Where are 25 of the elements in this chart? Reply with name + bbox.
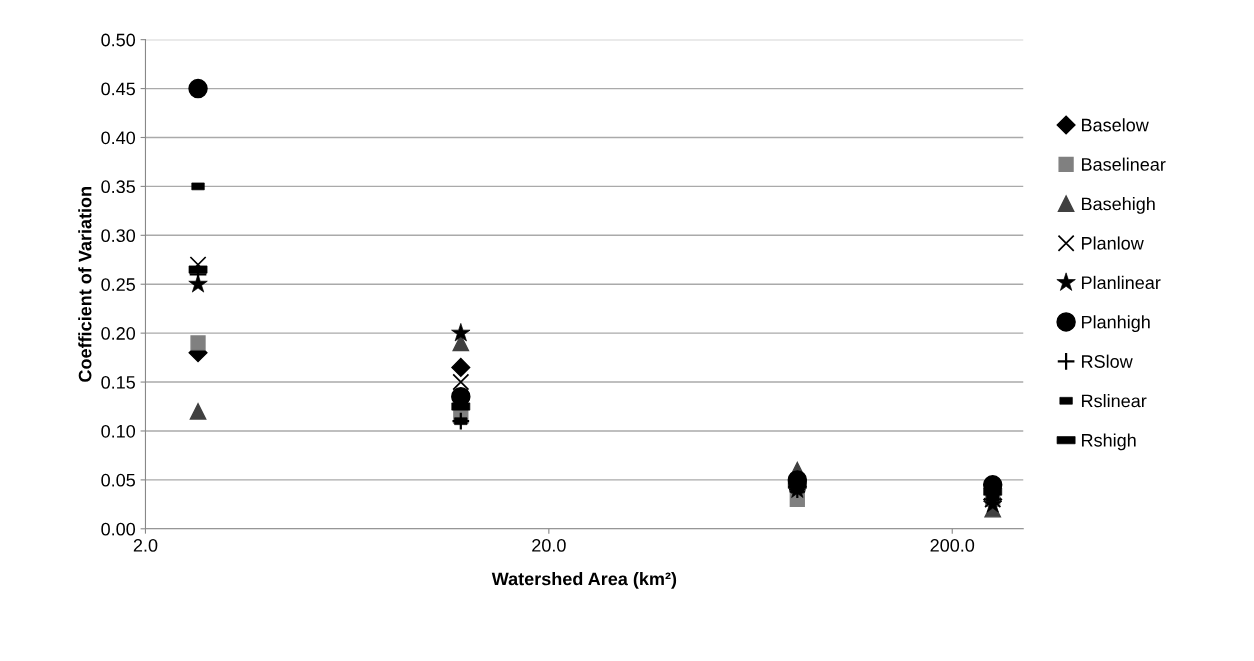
legend-label: Rslinear: [1082, 394, 1147, 408]
y-tick-label: 0.10: [101, 424, 136, 438]
x-tick-label: 20.0: [532, 539, 566, 552]
y-tick-label: 0.20: [101, 327, 136, 340]
legend-label: Baselow: [1082, 118, 1149, 132]
y-tick-label: 0.45: [101, 82, 135, 96]
y-tick-label: 0.35: [101, 180, 135, 194]
x-axis-title: Watershed Area (km²): [491, 572, 677, 589]
y-tick-label: 0.30: [101, 229, 136, 243]
x-tick-label: 200.0: [930, 539, 975, 552]
y-tick-label: 0.50: [101, 33, 136, 47]
legend-label: Rshigh: [1082, 433, 1136, 451]
legend-label: Planlinear: [1082, 275, 1161, 290]
legend-label: RSlow: [1082, 354, 1133, 368]
legend-label: Baselinear: [1082, 157, 1166, 171]
y-tick-label: 0.15: [101, 375, 135, 389]
y-tick-label: 0.40: [101, 131, 136, 145]
y-tick-label: 0.00: [101, 522, 136, 536]
y-axis-title: Coefficient of Variation: [78, 187, 92, 382]
x-tick-label: 2.0: [133, 539, 158, 552]
legend-label: Planlow: [1082, 236, 1144, 250]
y-tick-label: 0.05: [101, 473, 135, 487]
legend-label: Planhigh: [1082, 315, 1150, 333]
legend-label: Basehigh: [1082, 197, 1155, 214]
y-tick-label: 0.25: [101, 278, 135, 291]
